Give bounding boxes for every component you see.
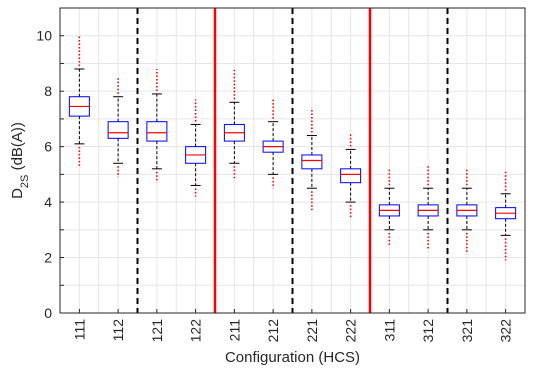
box-122 <box>185 99 207 197</box>
x-tick-label: 111 <box>71 319 87 340</box>
iqr-box <box>107 121 129 139</box>
y-tick-label: 8 <box>44 83 52 99</box>
box-322 <box>495 171 517 261</box>
x-tick-label: 312 <box>420 319 436 343</box>
y-tick-label: 0 <box>44 305 52 321</box>
box-111 <box>68 35 90 167</box>
y-axis-label-subscript: 2S <box>19 175 31 188</box>
y-axis-ticks: 0 2 4 6 8 10 <box>36 7 64 321</box>
y-axis-label: D2S (dB(A)) <box>9 122 31 199</box>
y-axis-label-main: D <box>9 188 26 199</box>
box-222 <box>340 132 362 219</box>
y-tick-label: 6 <box>44 139 52 155</box>
iqr-box <box>301 154 323 170</box>
box-221 <box>301 107 323 211</box>
x-tick-label: 321 <box>459 319 475 343</box>
x-tick-label: 122 <box>188 319 204 343</box>
iqr-box <box>146 121 168 142</box>
plot-frame <box>59 7 526 314</box>
x-tick-label: 322 <box>498 319 514 343</box>
y-tick-label: 4 <box>44 194 52 210</box>
x-tick-label: 311 <box>381 319 397 342</box>
x-tick-label: 112 <box>110 319 126 342</box>
x-tick-label: 211 <box>226 319 242 342</box>
box-211 <box>223 69 245 180</box>
separator-layer <box>136 8 449 313</box>
iqr-box <box>340 168 362 184</box>
x-axis-ticks: 111 112 121 122 211 212 221 222 311 312 321 322 <box>71 309 514 343</box>
box-311 <box>378 168 400 247</box>
y-tick-label: 2 <box>44 250 52 266</box>
x-axis-label: Configuration (HCS) <box>225 349 360 366</box>
box-321 <box>456 168 478 252</box>
x-tick-label: 212 <box>265 319 281 343</box>
box-layer <box>68 35 517 261</box>
y-axis-label-unit: (dB(A)) <box>9 122 26 175</box>
x-tick-label: 222 <box>343 319 359 343</box>
y-tick-label: 10 <box>36 28 52 44</box>
x-tick-label: 221 <box>304 319 320 343</box>
x-tick-label: 121 <box>149 319 165 343</box>
box-212 <box>262 99 284 189</box>
box-112 <box>107 77 129 178</box>
box-121 <box>146 69 168 183</box>
box-312 <box>417 166 439 250</box>
